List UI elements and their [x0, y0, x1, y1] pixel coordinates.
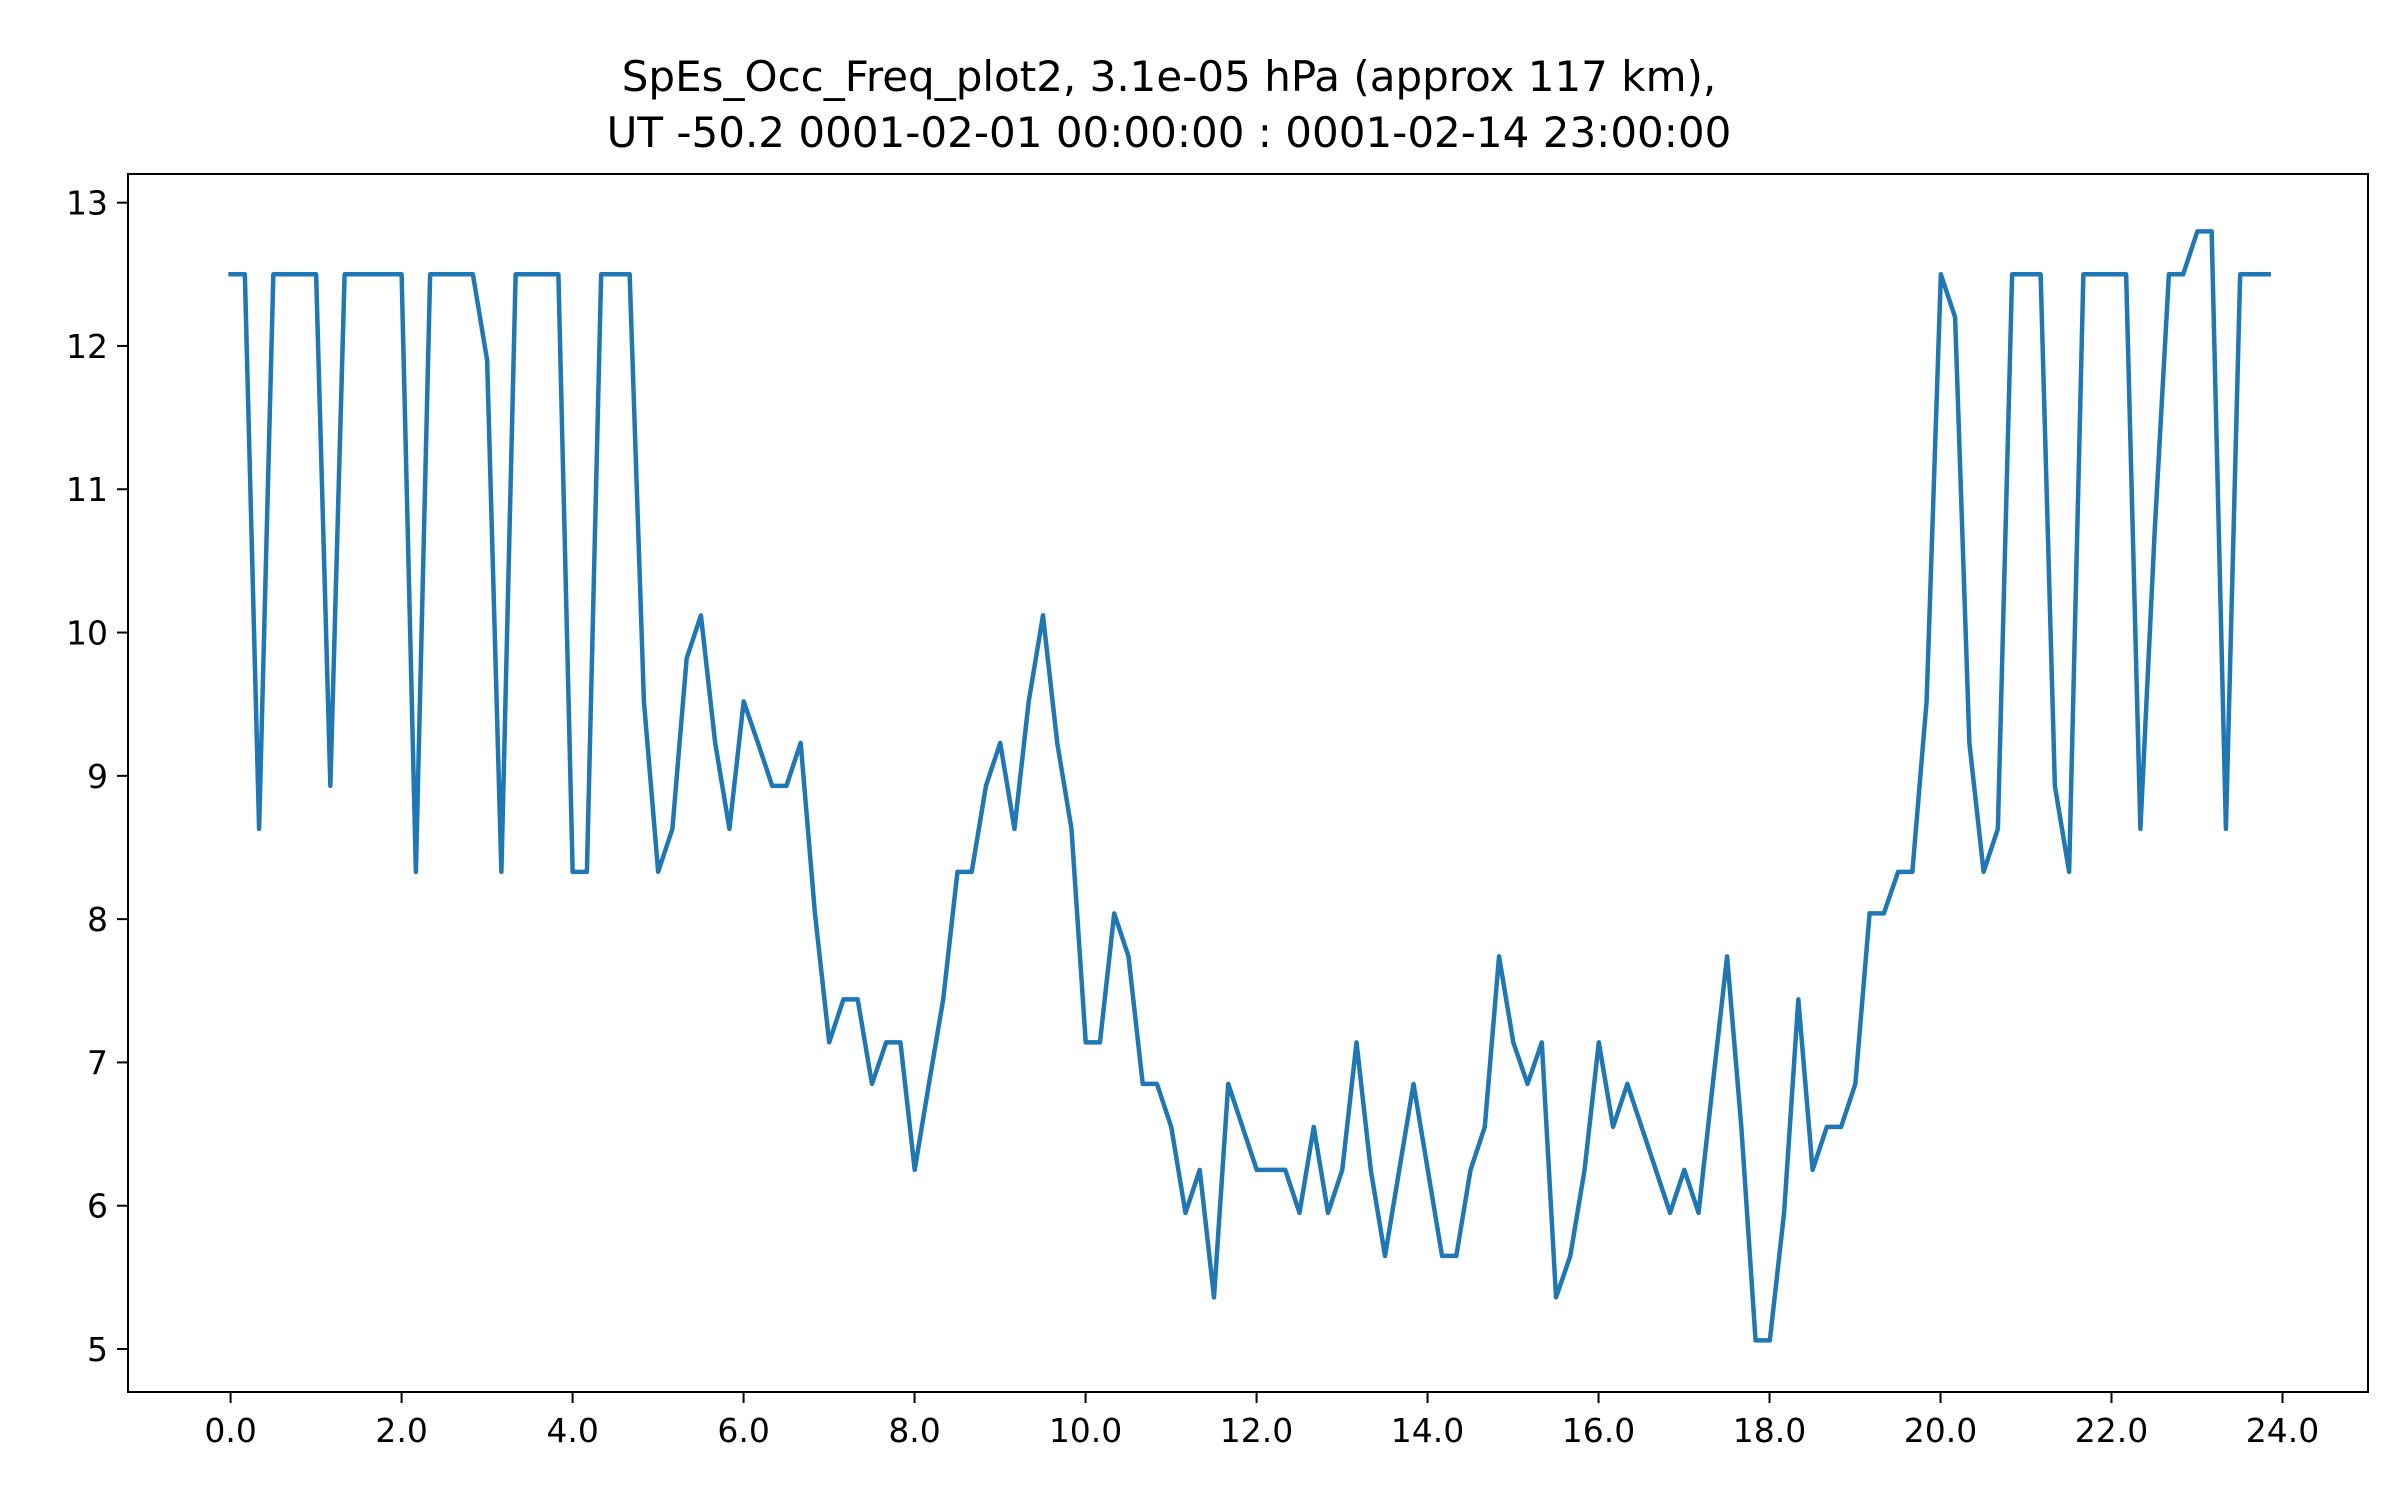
x-tick-label: 14.0: [1391, 1411, 1464, 1450]
y-tick-label: 7: [87, 1043, 108, 1082]
x-tick-label: 2.0: [375, 1411, 427, 1450]
x-tick-label: 12.0: [1220, 1411, 1293, 1450]
y-tick-label: 10: [66, 614, 108, 653]
chart-title-line-2: UT -50.2 0001-02-01 00:00:00 : 0001-02-1…: [607, 108, 1732, 157]
x-tick-label: 0.0: [204, 1411, 256, 1450]
x-tick-label: 4.0: [546, 1411, 598, 1450]
x-tick-label: 16.0: [1562, 1411, 1635, 1450]
y-tick-label: 6: [87, 1187, 108, 1226]
x-tick-label: 8.0: [888, 1411, 940, 1450]
x-tick-label: 24.0: [2246, 1411, 2319, 1450]
y-tick-label: 8: [87, 900, 108, 939]
y-tick-label: 11: [66, 470, 108, 509]
series-line: [228, 229, 2271, 1343]
plot-frame: [127, 173, 2369, 1393]
x-tick-label: 20.0: [1904, 1411, 1977, 1450]
y-tick-label: 5: [87, 1330, 108, 1369]
x-tick-label: 22.0: [2075, 1411, 2148, 1450]
x-tick-label: 18.0: [1733, 1411, 1806, 1450]
y-tick-label: 9: [87, 757, 108, 796]
y-axis: 5 6 7 8 9 10 11 12 13: [66, 184, 128, 1369]
y-tick-label: 12: [66, 327, 108, 366]
y-tick-label: 13: [66, 184, 108, 223]
x-axis: 0.0 2.0 4.0 6.0 8.0 10.0 12.0 14.0 16.0 18.0 20.0 2…: [204, 1392, 2319, 1450]
x-tick-label: 10.0: [1049, 1411, 1122, 1450]
x-tick-label: 6.0: [717, 1411, 769, 1450]
chart-title-line-1: SpEs_Occ_Freq_plot2, 3.1e-05 hPa (approx…: [622, 52, 1716, 101]
